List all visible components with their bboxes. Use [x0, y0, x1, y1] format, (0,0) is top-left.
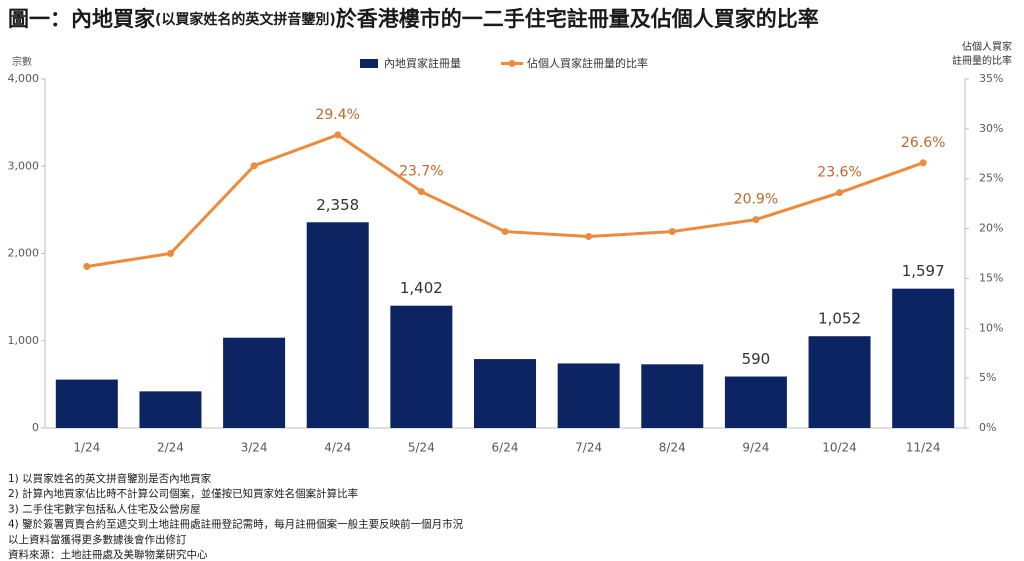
line-point: [417, 188, 425, 196]
bar-value-label: 590: [742, 350, 771, 368]
y-tick-label: 1,000: [8, 334, 40, 347]
footnote: 1) 以買家姓名的英文拼音鑒別是否內地買家: [8, 472, 212, 485]
line-point: [836, 189, 844, 197]
y2-axis-label: 註冊量的比率: [952, 54, 1012, 67]
line-value-label: 20.9%: [734, 192, 778, 208]
line-value-label: 26.6%: [901, 135, 945, 151]
line-series: [86, 133, 924, 268]
y2-tick-label: 25%: [979, 172, 1003, 185]
y-tick-label: 3,000: [8, 159, 40, 172]
title-part: 於香港樓市的一二手住宅註冊量及佔個人買家的比率: [336, 7, 819, 31]
bar-value-label: 1,052: [818, 310, 861, 328]
x-tick-label: 2/24: [157, 441, 184, 455]
line-value-label: 23.6%: [817, 165, 861, 181]
line-point: [752, 216, 760, 224]
footnote: 以上資料當獲得更多數據後會作出修訂: [8, 533, 187, 546]
title-part: 圖一：內地買家: [8, 7, 156, 31]
line-point: [668, 228, 676, 236]
x-tick-label: 4/24: [324, 441, 351, 455]
bar: [223, 337, 286, 428]
bar: [55, 379, 118, 428]
footnote: 3) 二手住宅數字包括私人住宅及公營房屋: [8, 502, 201, 515]
line-point: [919, 159, 927, 167]
bar-value-label: 1,402: [400, 279, 443, 297]
bar: [139, 391, 202, 428]
y-axis-label: 宗數: [12, 55, 32, 68]
y2-tick-label: 30%: [979, 122, 1003, 135]
x-tick-label: 10/24: [822, 441, 857, 455]
y2-tick-label: 20%: [979, 222, 1003, 235]
legend-label: 內地買家註冊量: [384, 56, 461, 70]
y2-tick-label: 0%: [979, 421, 996, 434]
chart-title: 圖一：內地買家(以買家姓名的英文拼音鑒別)於香港樓市的一二手住宅註冊量及佔個人買…: [8, 7, 819, 31]
line-point: [585, 233, 593, 241]
bar: [808, 336, 871, 428]
y2-tick-label: 35%: [979, 72, 1003, 85]
legend-swatch: [508, 60, 516, 67]
x-tick-label: 7/24: [575, 441, 602, 455]
x-tick-label: 1/24: [73, 441, 100, 455]
line-point: [334, 131, 342, 139]
bar-value-label: 1,597: [902, 262, 945, 280]
line-point: [166, 250, 174, 257]
legend-label: 佔個人買家註冊量的比率: [527, 56, 648, 70]
x-tick-label: 3/24: [241, 441, 268, 455]
bar: [390, 305, 453, 428]
y2-axis-label: 佔個人買家: [962, 40, 1012, 53]
line-value-label: 23.7%: [399, 164, 443, 180]
x-tick-label: 6/24: [492, 441, 519, 455]
y-tick-label: 4,000: [8, 72, 40, 85]
x-tick-label: 5/24: [408, 441, 435, 455]
x-tick-label: 8/24: [659, 441, 686, 455]
x-tick-label: 9/24: [742, 441, 769, 455]
footnote: 2) 計算內地買家佔比時不計算公司個案，並僅按已知買家姓名個案計算比率: [8, 487, 358, 500]
bar: [306, 222, 369, 428]
x-tick-label: 11/24: [906, 441, 941, 455]
bar: [724, 376, 787, 428]
bar: [641, 364, 704, 428]
line-point: [250, 162, 258, 170]
y2-tick-label: 15%: [979, 271, 1003, 284]
line-point: [501, 228, 509, 236]
bar: [557, 363, 620, 428]
y2-tick-label: 10%: [979, 321, 1003, 334]
legend-swatch: [360, 59, 378, 68]
bar: [474, 359, 536, 428]
y-tick-label: 0: [32, 421, 39, 434]
bar-value-label: 2,358: [316, 196, 359, 214]
footnote: 資料來源：土地註冊處及美聯物業研究中心: [8, 548, 208, 561]
line-point: [83, 262, 91, 270]
y2-tick-label: 5%: [979, 371, 996, 384]
bar: [892, 288, 955, 428]
footnote: 4) 鑒於簽署買賣合約至遞交到土地註冊處註冊登記需時，每月註冊個案一般主要反映前…: [8, 518, 464, 531]
y-tick-label: 2,000: [8, 247, 40, 260]
line-value-label: 29.4%: [315, 107, 359, 123]
title-part: (以買家姓名的英文拼音鑒別): [155, 11, 336, 28]
